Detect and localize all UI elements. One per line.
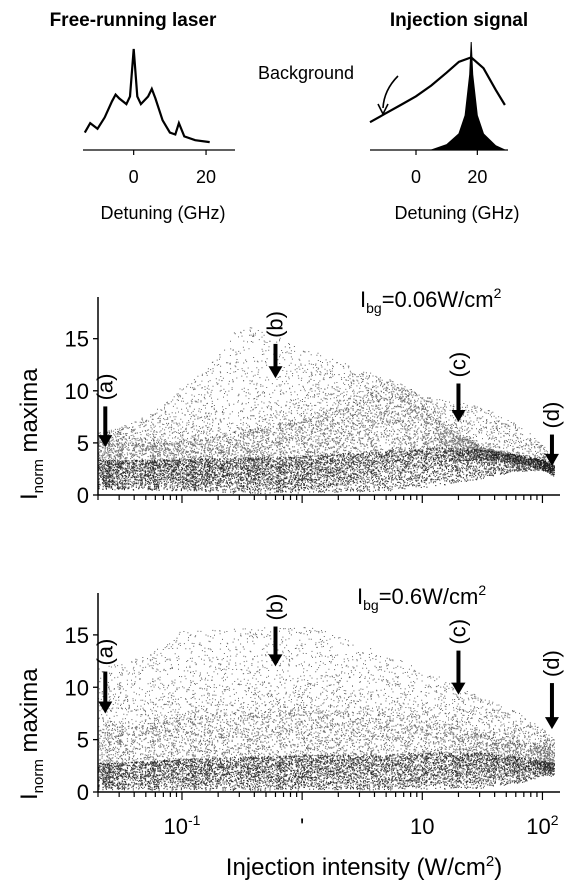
marker-arrow-head xyxy=(451,682,466,695)
injection-x-tick-label: 0 xyxy=(411,167,421,187)
scatter-panel-bottom: (a) (b) (c) (d) 0 5 10 15 Ibg=0.6W/cm2 Inorm m… xyxy=(16,582,564,881)
top-panel-maxima-points xyxy=(98,327,555,494)
injection-x-tick-label: 20 xyxy=(467,167,487,187)
free-running-title: Free-running laser xyxy=(50,10,217,31)
x-tick-label: 102 xyxy=(526,812,558,839)
marker-arrow-head xyxy=(98,435,113,448)
free-running-x-tick-label: 0 xyxy=(129,167,139,187)
background-annotation: Background xyxy=(258,63,354,83)
free-running-x-tick-label: 20 xyxy=(196,167,216,187)
y-tick-label: 5 xyxy=(77,728,89,753)
background-curve xyxy=(369,56,506,124)
bottom-panel-x-label: Injection intensity (W/cm2) xyxy=(226,853,502,881)
free-running-x-label: Detuning (GHz) xyxy=(100,203,225,223)
bottom-panel-y-label: Inorm maxima xyxy=(16,668,47,800)
x-tick-label: ' xyxy=(300,814,304,839)
maxima-point-cloud xyxy=(98,399,555,492)
bottom-panel-axes: 0 5 10 15 xyxy=(65,593,560,805)
y-tick-label: 15 xyxy=(65,623,89,648)
marker-arrow-head xyxy=(544,717,559,730)
y-tick-label: 5 xyxy=(77,431,89,456)
marker-label: (a) xyxy=(92,639,117,666)
marker-label: (a) xyxy=(92,374,117,401)
bottom-panel-x-tick-labels: 10-1 ' 10 102 xyxy=(164,812,559,839)
sparse-maxima-points xyxy=(98,627,555,752)
marker-label: (d) xyxy=(539,402,564,429)
x-tick-label: 10-1 xyxy=(164,812,201,839)
injection-x-ticks: 0 20 xyxy=(411,150,487,187)
bottom-panel-markers: (a) (b) (c) (d) xyxy=(92,594,564,730)
marker-label: (b) xyxy=(262,594,287,621)
marker-label: (c) xyxy=(445,619,470,645)
bottom-panel-bg-label: Ibg=0.6W/cm2 xyxy=(357,582,486,613)
top-panel-y-label: Inorm maxima xyxy=(16,368,47,500)
marker-label: (b) xyxy=(262,311,287,338)
marker-arrow-head xyxy=(98,701,113,714)
free-running-spectrum-line xyxy=(83,48,210,144)
maxima-point-cloud xyxy=(98,752,555,791)
y-tick-label: 0 xyxy=(77,483,89,508)
top-panel-markers: (a) (b) (c) (d) xyxy=(92,311,564,466)
injection-x-label: Detuning (GHz) xyxy=(394,203,519,223)
sparse-maxima-points xyxy=(98,327,555,466)
free-running-x-ticks: 0 20 xyxy=(129,150,216,187)
marker-arrow-head xyxy=(544,453,559,466)
y-tick-label: 0 xyxy=(77,780,89,805)
y-tick-label: 10 xyxy=(65,379,89,404)
x-tick-label: 10 xyxy=(410,814,434,839)
maxima-point-cloud xyxy=(98,447,555,494)
marker-label: (d) xyxy=(539,650,564,677)
marker-arrow-head xyxy=(268,366,283,379)
bottom-panel-maxima-points xyxy=(98,627,555,791)
scatter-panel-top: (a) (b) (c) (d) 0 5 10 15 Ibg=0.06W/cm2 Inorm … xyxy=(16,285,564,508)
marker-label: (c) xyxy=(445,352,470,378)
background-annotation-arrowhead xyxy=(377,103,389,116)
injection-signal-title: Injection signal xyxy=(390,10,528,31)
y-tick-label: 10 xyxy=(65,675,89,700)
top-panel-axes: 0 5 10 15 xyxy=(65,297,560,508)
maxima-point-cloud xyxy=(98,710,555,790)
injection-signal-panel: Injection signal 0 20 Detuning (GHz) Back… xyxy=(258,10,528,223)
free-running-spectrum-panel: Free-running laser 0 20 Detuning (GHz) xyxy=(50,10,235,223)
background-annotation-arrow xyxy=(382,75,399,109)
y-tick-label: 15 xyxy=(65,327,89,352)
marker-arrow-head xyxy=(451,410,466,423)
marker-arrow-head xyxy=(268,654,283,667)
top-panel-bg-label: Ibg=0.06W/cm2 xyxy=(360,285,502,316)
